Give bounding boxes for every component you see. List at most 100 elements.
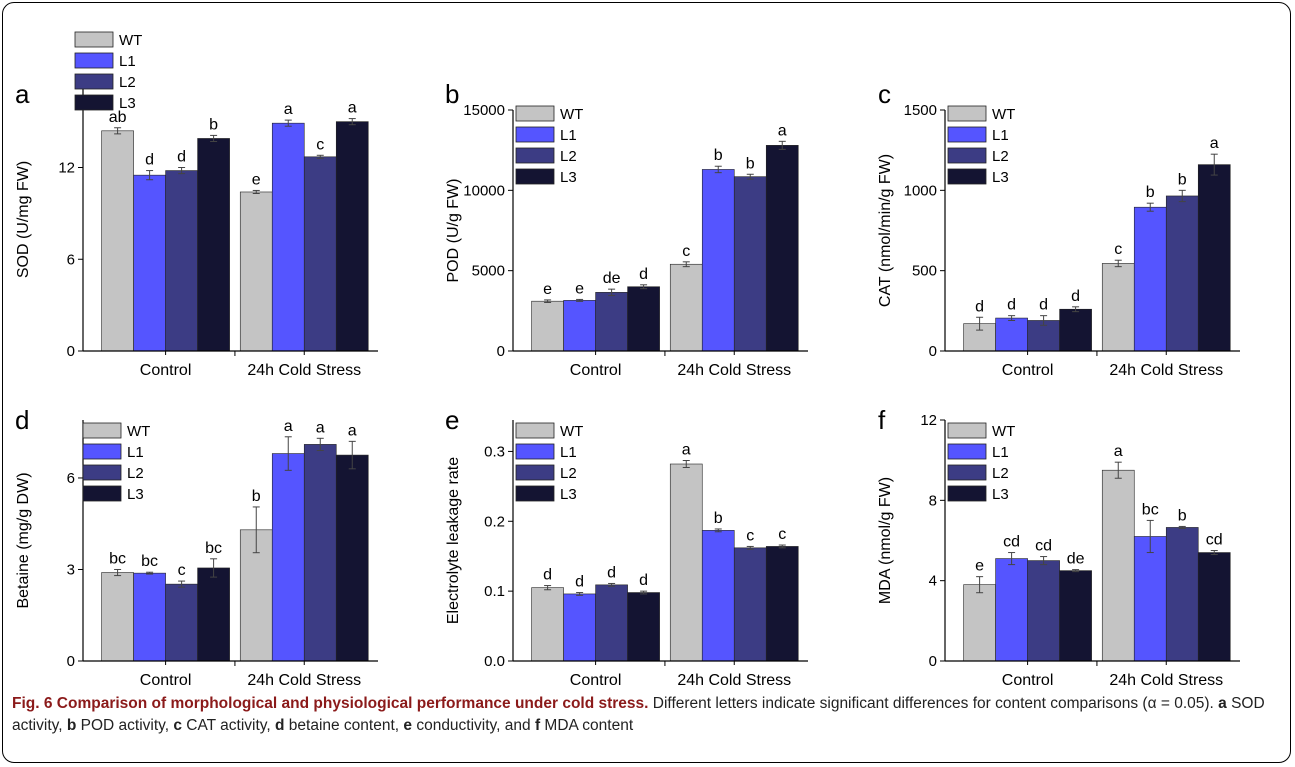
caption-part-f: MDA content — [540, 717, 634, 734]
significance-letter: c — [778, 526, 786, 543]
significance-letter: b — [714, 147, 723, 164]
legend-label-L1: L1 — [119, 53, 136, 70]
legend-label-L3: L3 — [560, 486, 577, 503]
bar-L3-1 — [765, 546, 799, 662]
significance-letter: a — [284, 101, 293, 118]
y-tick-label: 0 — [497, 343, 505, 360]
legend-swatch-L2 — [515, 147, 555, 164]
bar-WT-0 — [531, 300, 564, 352]
legend-swatch-L1 — [947, 443, 987, 460]
caption-part-a: SOD activity, — [12, 695, 1265, 734]
significance-letter: e — [543, 281, 552, 298]
significance-letter: c — [178, 562, 186, 579]
significance-letter: a — [348, 100, 357, 117]
caption-label-c: c — [173, 717, 182, 734]
significance-letter: d — [975, 298, 984, 315]
legend-swatch-L1 — [947, 126, 987, 143]
legend-label-L3: L3 — [119, 95, 136, 112]
significance-letter: d — [575, 574, 584, 591]
legend-swatch-WT — [74, 31, 114, 48]
bar-L3-0 — [1059, 570, 1092, 662]
y-tick-label: 0 — [67, 343, 75, 360]
legend-swatch-L1 — [515, 443, 555, 460]
legend-label-L2: L2 — [119, 74, 136, 91]
y-tick-label: 0 — [929, 653, 937, 670]
x-category-label: 24h Cold Stress — [1109, 672, 1223, 689]
significance-letter: a — [284, 418, 293, 435]
x-category-label: 24h Cold Stress — [677, 672, 791, 689]
significance-letter: b — [746, 155, 755, 172]
legend-label-L3: L3 — [560, 169, 577, 186]
legend-label-L2: L2 — [992, 465, 1009, 482]
y-axis-label: MDA (nmol/g FW) — [877, 477, 894, 604]
legend-label-L3: L3 — [992, 169, 1009, 186]
significance-letter: e — [975, 558, 984, 575]
legend-label-L1: L1 — [560, 127, 577, 144]
y-tick-label: 0.3 — [484, 443, 505, 460]
y-tick-label: 6 — [67, 470, 75, 487]
caption-label-d: d — [275, 717, 285, 734]
bar-L2-1 — [733, 176, 767, 352]
legend-label-L2: L2 — [992, 148, 1009, 165]
legend-label-L2: L2 — [560, 148, 577, 165]
significance-letter: a — [1210, 135, 1219, 152]
significance-letter: a — [778, 122, 787, 139]
significance-letter: b — [1178, 507, 1187, 524]
figure-caption: Fig. 6 Comparison of morphological and p… — [12, 693, 1280, 737]
x-category-label: Control — [140, 672, 192, 689]
bar-L1-0 — [133, 572, 166, 662]
caption-part-c: CAT activity, — [181, 717, 275, 734]
significance-letter: a — [1114, 443, 1123, 460]
legend-label-WT: WT — [119, 32, 142, 49]
legend-label-L3: L3 — [127, 486, 144, 503]
x-category-label: Control — [570, 362, 622, 379]
y-tick-label: 8 — [929, 492, 937, 509]
legend-swatch-L2 — [947, 147, 987, 164]
bar-L1-1 — [271, 122, 305, 352]
legend-swatch-L2 — [947, 464, 987, 481]
chart-c: c d c d b d b d a 0 500 1000 1500 Control 24h Cold Str… — [877, 79, 1240, 379]
x-category-label: 24h Cold Stress — [247, 362, 361, 379]
bar-L2-0 — [595, 584, 628, 662]
bar-WT-0 — [101, 130, 134, 352]
significance-letter: cd — [1035, 538, 1052, 555]
chart-d: d bc b bc a c a bc a 0 3 6 Control 24h Cold Stress Bet… — [15, 405, 378, 689]
y-tick-label: 0.2 — [484, 513, 505, 530]
bar-L2-1 — [303, 156, 337, 352]
bar-L1-1 — [1133, 536, 1167, 662]
y-tick-label: 6 — [67, 251, 75, 268]
x-category-label: 24h Cold Stress — [677, 362, 791, 379]
chart-e: e d a d b d c d c 0.0 0.1 0.2 0.3 Control 24h Cold Str… — [445, 405, 808, 689]
significance-letter: b — [1146, 184, 1155, 201]
bar-L2-1 — [303, 444, 337, 662]
legend: WT L1 L2 L3 — [82, 422, 150, 503]
bar-L2-1 — [1165, 195, 1199, 352]
y-tick-label: 12 — [58, 160, 75, 177]
y-tick-label: 1000 — [904, 182, 937, 199]
legend-label-L2: L2 — [127, 465, 144, 482]
caption-part-e: conductivity, and — [412, 717, 535, 734]
legend-label-WT: WT — [992, 106, 1015, 123]
bar-L3-0 — [197, 567, 230, 662]
legend-swatch-WT — [515, 105, 555, 122]
legend-swatch-L3 — [515, 168, 555, 185]
legend-swatch-L1 — [82, 443, 122, 460]
legend-swatch-WT — [947, 105, 987, 122]
y-axis-label: CAT (nmol/min/g FW) — [877, 154, 894, 307]
significance-letter: a — [682, 442, 691, 459]
significance-letter: de — [1067, 551, 1085, 568]
legend-swatch-L1 — [515, 126, 555, 143]
significance-letter: b — [1178, 171, 1187, 188]
bar-WT-0 — [963, 584, 996, 662]
bar-L3-1 — [765, 145, 799, 352]
y-axis-label: Betaine (mg/g DW) — [15, 472, 32, 608]
legend-swatch-L2 — [74, 73, 114, 90]
significance-letter: ab — [109, 109, 127, 126]
y-tick-label: 0.0 — [484, 653, 505, 670]
legend-swatch-WT — [947, 422, 987, 439]
significance-letter: e — [575, 280, 584, 297]
legend-swatch-L3 — [515, 485, 555, 502]
legend: WT L1 L2 L3 — [515, 105, 583, 186]
